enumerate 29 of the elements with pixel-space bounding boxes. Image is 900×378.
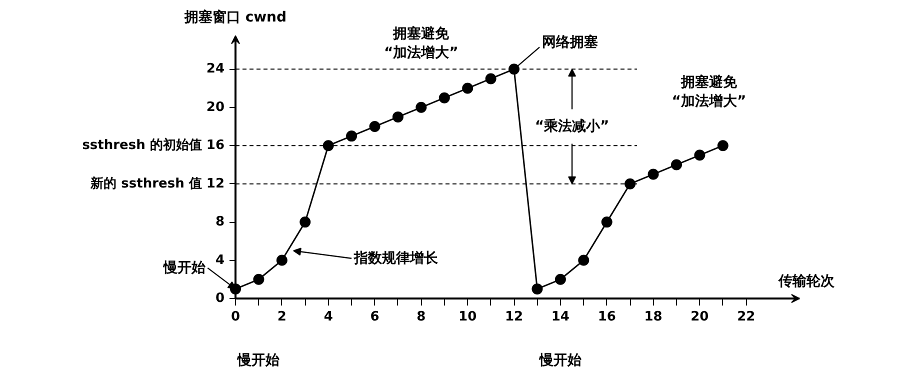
x-tick-label: 2 (277, 310, 286, 324)
y-tick-label: 4 (215, 252, 224, 268)
y-tick-label: 8 (215, 214, 224, 230)
x-tick-label: 18 (644, 310, 662, 324)
x-tick-label: 12 (504, 310, 524, 324)
text: 慢开始 (538, 352, 582, 369)
y-tick-label: 24 (206, 62, 225, 77)
text: 慢开始 (236, 352, 281, 369)
y-axis-title: 拥塞窗口 cwnd (183, 8, 287, 26)
x-tick-label: 0 (230, 310, 240, 324)
x-tick-label: 10 (458, 310, 477, 324)
annotation: 指数规律增长 (352, 250, 439, 266)
y-tick-label: 0 (215, 291, 224, 306)
annotation: 拥塞避免 “加法增大” (672, 74, 746, 110)
y-tick-label: 新的 ssthresh 值 12 (90, 175, 225, 192)
x-tick-label: 6 (370, 310, 380, 324)
y-tick-label: ssthresh 的初始值 16 (82, 137, 225, 154)
annotation: 网络拥塞 (542, 33, 598, 50)
x-tick-label: 4 (324, 310, 333, 324)
x-tick-label: 14 (551, 310, 570, 324)
x-tick-label: 16 (598, 310, 616, 324)
y-tick-label: 20 (206, 100, 225, 115)
x-tick-label: 8 (416, 310, 426, 324)
x-axis-title: 传输轮次 (777, 273, 836, 290)
annotation: 拥塞避免 “加法增大” (384, 24, 458, 61)
x-tick-label: 22 (737, 310, 756, 324)
x-tick-label: 20 (690, 310, 709, 324)
annotation: “乘法减小” (534, 118, 610, 134)
annotation: 慢开始 (162, 260, 206, 276)
